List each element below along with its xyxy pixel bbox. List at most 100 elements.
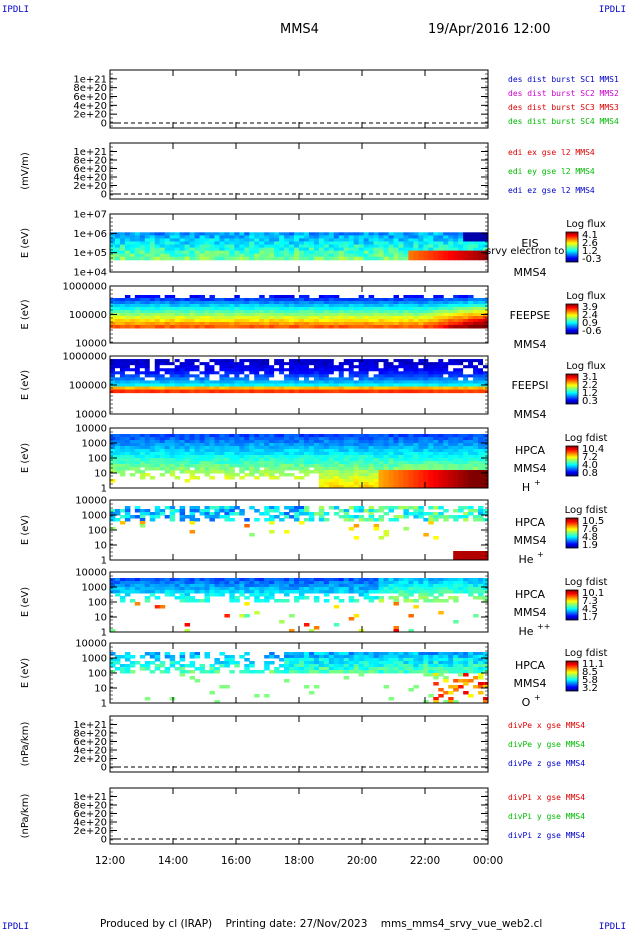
spectrogram-cell (433, 316, 439, 320)
spectrogram-cell (323, 452, 330, 456)
spectrogram-cell (338, 380, 345, 384)
spectrogram-cell (209, 664, 215, 668)
spectrogram-cell (468, 461, 474, 465)
spectrogram-cell (219, 452, 225, 456)
spectrogram-cell (124, 664, 131, 668)
spectrogram-cell (134, 359, 141, 363)
spectrogram-cell (259, 256, 265, 261)
spectrogram-cell (423, 244, 429, 249)
spectrogram-cell (333, 313, 340, 317)
spectrogram-cell (333, 374, 340, 378)
spectrogram-cell (358, 368, 365, 372)
spectrogram-cell (383, 307, 390, 311)
sc-label: MMS4 (514, 266, 547, 279)
spectrogram-cell (124, 506, 131, 510)
spectrogram-cell (209, 518, 215, 522)
spectrogram-cell (124, 235, 131, 239)
spectrogram-cell (343, 307, 350, 311)
spectrogram-cell (289, 434, 295, 438)
spectrogram-cell (458, 458, 464, 462)
spectrogram-cell (214, 590, 220, 594)
spectrogram-cell (289, 368, 295, 372)
spectrogram-cell (428, 304, 434, 308)
spectrogram-cell (448, 584, 454, 588)
spectrogram-cell (348, 377, 355, 381)
instrument-label: FEEPSI (511, 379, 548, 392)
spectrogram-cell (269, 313, 275, 317)
spectrogram-cell (289, 319, 295, 323)
spectrogram-cell (134, 581, 141, 585)
spectrogram-cell (343, 470, 350, 474)
spectrogram-cell (373, 368, 380, 372)
spectrogram-cell (264, 455, 270, 459)
spectrogram-cell (289, 464, 295, 468)
spectrogram-cell (478, 256, 484, 261)
spectrogram-cell (468, 506, 474, 510)
spectrogram-cell (363, 310, 370, 314)
spectrogram-cell (478, 437, 484, 441)
spectrogram-cell (418, 461, 424, 465)
spectrogram-cell (483, 310, 489, 314)
spectrogram-cell (269, 455, 275, 459)
colorbar-tick-label: 7.6 (582, 524, 598, 535)
spectrogram-cell (383, 380, 390, 384)
spectrogram-cell (169, 655, 176, 659)
spectrogram-cell (423, 479, 429, 483)
spectrogram-cell (433, 476, 439, 480)
spectrogram-cell (358, 581, 365, 585)
spectrogram-cell (373, 383, 380, 388)
spectrogram-cell (343, 383, 350, 388)
spectrogram-cell (353, 365, 360, 369)
spectrogram-cell (463, 470, 469, 474)
spectrogram-cell (214, 362, 220, 366)
spectrogram-cell (284, 253, 290, 258)
spectrogram-cell (353, 509, 360, 513)
spectrogram-cell (254, 590, 260, 594)
spectrogram-cell (438, 482, 444, 486)
spectrogram-cell (174, 365, 181, 369)
spectrogram-cell (279, 587, 285, 591)
spectrogram-cell (159, 310, 166, 314)
spectrogram-cell (174, 235, 181, 239)
spectrogram-cell (408, 304, 414, 308)
spectrogram-cell (473, 515, 479, 519)
spectrogram-cell (199, 359, 205, 363)
spectrogram-cell (358, 386, 365, 391)
spectrogram-cell (284, 679, 290, 683)
spectrogram-cell (244, 587, 250, 591)
spectrogram-cell (483, 377, 489, 381)
spectrogram-cell (383, 458, 390, 462)
spectrogram-cell (239, 470, 245, 474)
spectrogram-cell (224, 581, 230, 585)
spectrogram-cell (448, 470, 454, 474)
spectrogram-cell (328, 319, 335, 323)
spectrogram-cell (189, 434, 196, 438)
spectrogram-cell (413, 467, 419, 471)
spectrogram-cell (383, 533, 390, 537)
spectrogram-cell (418, 443, 424, 447)
spectrogram-cell (353, 250, 360, 255)
spectrogram-cell (308, 455, 315, 459)
spectrogram-cell (338, 509, 345, 513)
spectrogram-cell (473, 307, 479, 311)
spectrogram-cell (343, 446, 350, 450)
spectrogram-cell (313, 440, 320, 444)
spectrogram-cell (383, 578, 390, 582)
spectrogram-cell (134, 298, 141, 302)
spectrogram-cell (363, 238, 370, 242)
spectrogram-cell (453, 322, 459, 326)
spectrogram-cell (279, 325, 285, 329)
spectrogram-cell (428, 371, 434, 375)
spectrogram-cell (179, 301, 186, 305)
spectrogram-cell (448, 485, 454, 489)
spectrogram-cell (303, 518, 310, 522)
spectrogram-cell (308, 235, 315, 239)
spectrogram-cell (473, 587, 479, 591)
spectrogram-cell (229, 461, 235, 465)
spectrogram-cell (209, 443, 215, 447)
spectrogram-cell (348, 310, 355, 314)
spectrogram-cell (129, 380, 136, 384)
spectrogram-cell (179, 584, 186, 588)
spectrogram-cell (199, 365, 205, 369)
spectrogram-cell (234, 256, 240, 261)
